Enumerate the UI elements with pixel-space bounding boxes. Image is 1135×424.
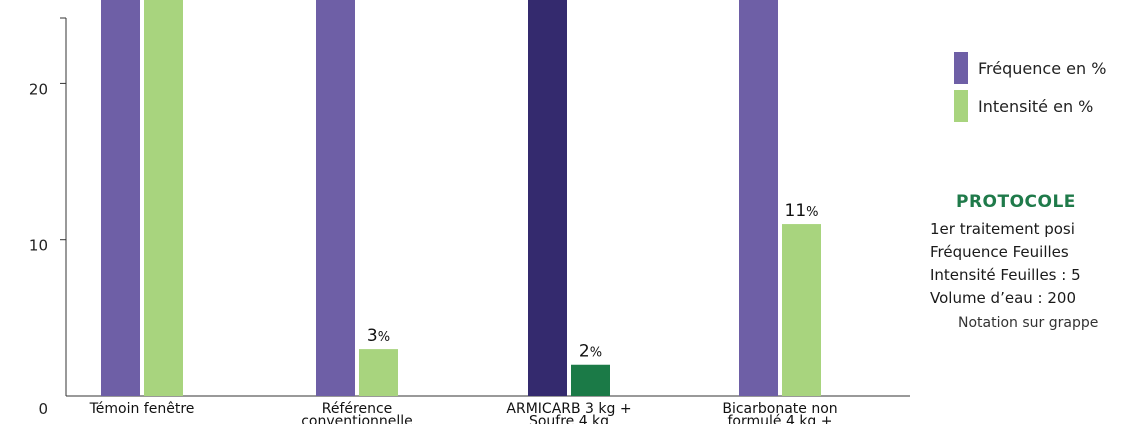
category-label: conventionnelle bbox=[301, 414, 413, 424]
bar-value-label: 11% bbox=[785, 201, 819, 221]
chart-bars bbox=[101, 0, 821, 397]
bar-intensite bbox=[144, 0, 183, 396]
chart-legend: Fréquence en % Intensité en % bbox=[954, 52, 1106, 128]
protocol-note: Notation sur grappe bbox=[958, 315, 1099, 331]
protocol-line: 1er traitement posi bbox=[930, 220, 1075, 238]
protocol-panel: PROTOCOLE 1er traitement posi Fréquence … bbox=[930, 192, 1135, 334]
bar-value-label: 2% bbox=[579, 342, 602, 362]
bar-value-labels: 83%30%35%3%31%2%61%11% bbox=[367, 201, 819, 362]
category-label: Bicarbonate non bbox=[722, 401, 837, 417]
legend-swatch-frequence bbox=[954, 52, 968, 84]
bar-value-label: 3% bbox=[367, 326, 390, 346]
protocol-line: Fréquence Feuilles bbox=[930, 243, 1069, 261]
bar-frequence bbox=[528, 0, 567, 396]
category-label: Soufre 4 kg bbox=[529, 414, 609, 424]
bar-intensite bbox=[782, 224, 821, 396]
y-tick-label: 10 bbox=[29, 237, 48, 255]
category-label: Témoin fenêtre bbox=[89, 401, 195, 417]
y-axis-ticks: 0102030405060708090 bbox=[29, 17, 66, 418]
category-label: ARMICARB 3 kg + bbox=[506, 401, 631, 417]
bar-intensite bbox=[359, 349, 398, 396]
bar-frequence bbox=[316, 0, 355, 396]
bar-frequence bbox=[739, 0, 778, 396]
legend-item-frequence: Fréquence en % bbox=[954, 52, 1106, 84]
protocol-line: Volume d’eau : 200 bbox=[930, 289, 1076, 307]
legend-swatch-intensite bbox=[954, 90, 968, 122]
y-tick-label: 20 bbox=[29, 80, 48, 98]
protocol-title: PROTOCOLE bbox=[956, 192, 1076, 212]
bar-intensite bbox=[571, 364, 610, 396]
category-label: formulé 4 kg + bbox=[728, 414, 833, 424]
y-tick-label: 0 bbox=[38, 400, 48, 418]
protocol-line: Intensité Feuilles : 5 bbox=[930, 266, 1081, 284]
legend-label-intensite: Intensité en % bbox=[978, 96, 1094, 116]
bar-frequence bbox=[101, 0, 140, 397]
bar-chart: 0102030405060708090 83%30%35%3%31%2%61%1… bbox=[29, 0, 910, 424]
category-label: Référence bbox=[322, 401, 393, 417]
legend-item-intensite: Intensité en % bbox=[954, 90, 1106, 122]
legend-label-frequence: Fréquence en % bbox=[978, 58, 1107, 78]
